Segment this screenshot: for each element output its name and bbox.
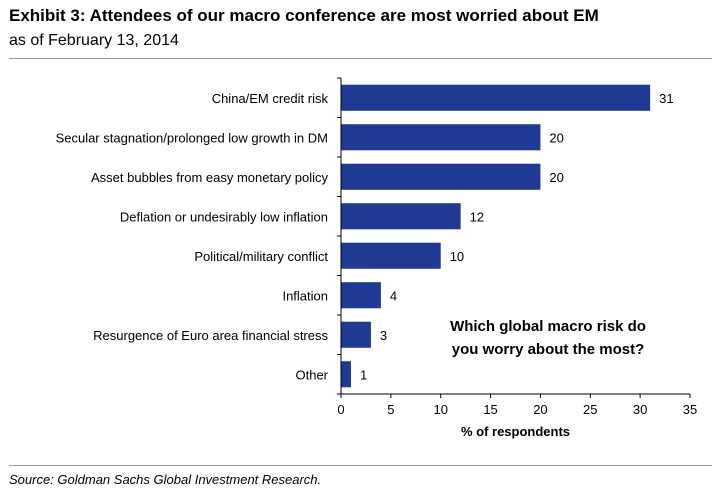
data-label: 1 <box>360 367 367 382</box>
chart-subtitle: as of February 13, 2014 <box>9 32 179 49</box>
category-label: Other <box>295 367 328 382</box>
bar <box>341 242 441 269</box>
bar-chart: China/EM credit risk Secular stagnation/p… <box>56 77 697 439</box>
data-label: 31 <box>659 91 673 106</box>
x-tick-label: 35 <box>683 402 697 417</box>
data-label: 4 <box>390 288 397 303</box>
bar <box>341 282 381 309</box>
chart-title: Exhibit 3: Attendees of our macro confer… <box>9 6 599 25</box>
data-label: 12 <box>470 209 484 224</box>
chart-annotation-line-1: Which global macro risk do <box>450 318 646 335</box>
data-label: 10 <box>450 249 464 264</box>
x-tick-label: 20 <box>533 402 547 417</box>
axes-group: 0 5 10 15 20 25 30 35 <box>337 77 697 417</box>
category-labels-group: China/EM credit risk Secular stagnation/p… <box>56 91 329 383</box>
bar <box>341 163 541 190</box>
source-note: Source: Goldman Sachs Global Investment … <box>9 472 322 487</box>
bottom-divider <box>9 465 712 466</box>
chart-annotation-line-2: you worry about the most? <box>452 341 645 358</box>
category-label: China/EM credit risk <box>212 91 329 106</box>
bar <box>341 84 651 111</box>
category-label: Asset bubbles from easy monetary policy <box>91 170 328 185</box>
x-tick-label: 30 <box>633 402 647 417</box>
x-tick-label: 5 <box>387 402 394 417</box>
x-axis-title: % of respondents <box>461 424 570 439</box>
category-label: Political/military conflict <box>194 249 328 264</box>
data-label: 20 <box>549 130 563 145</box>
bars-group <box>341 84 651 388</box>
data-label: 3 <box>380 328 387 343</box>
x-tick-label: 15 <box>483 402 497 417</box>
category-label: Inflation <box>282 288 328 303</box>
x-tick-label: 25 <box>583 402 597 417</box>
x-tick-label: 10 <box>433 402 447 417</box>
category-label: Secular stagnation/prolonged low growth … <box>56 130 328 145</box>
category-label: Resurgence of Euro area financial stress <box>93 328 328 343</box>
x-tick-label: 0 <box>337 402 344 417</box>
bar <box>341 124 541 151</box>
bar <box>341 321 371 348</box>
bar <box>341 203 461 230</box>
category-label: Deflation or undesirably low inflation <box>120 209 328 224</box>
data-label: 20 <box>549 170 563 185</box>
bar <box>341 361 351 388</box>
top-divider <box>9 58 712 59</box>
